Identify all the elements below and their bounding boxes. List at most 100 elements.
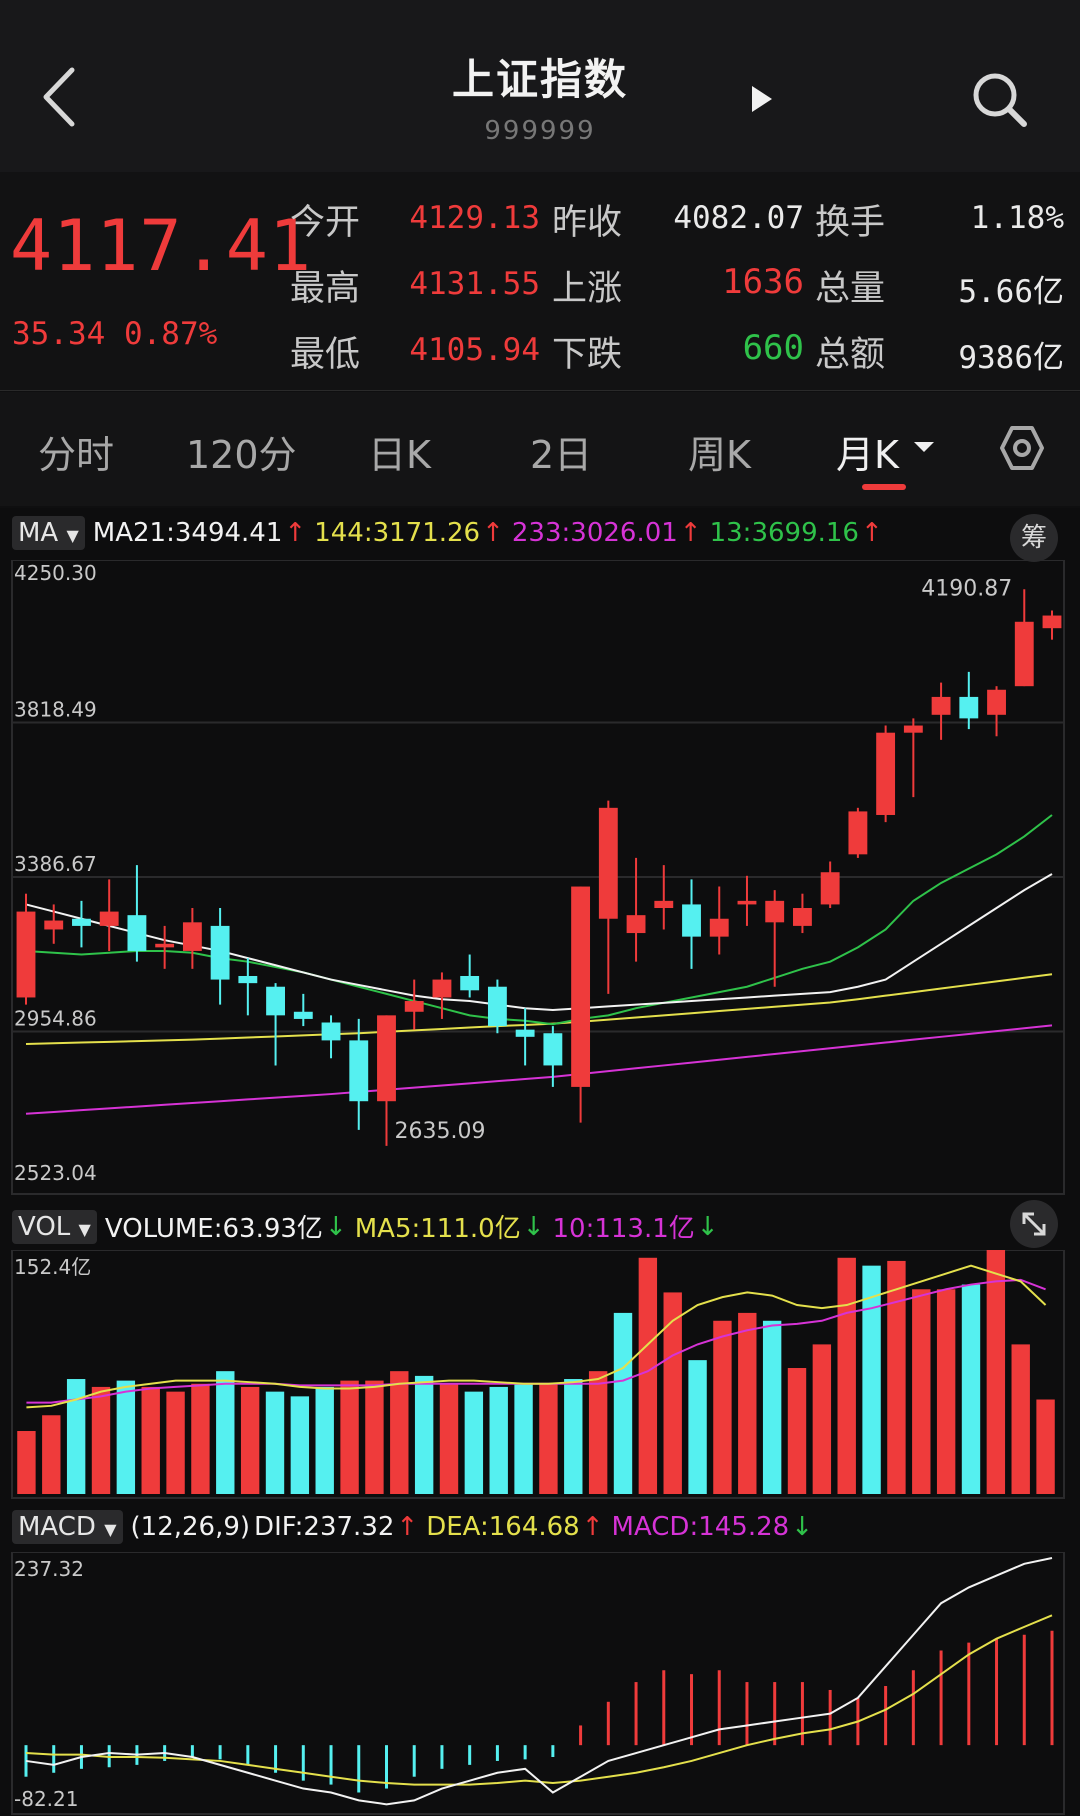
legend-vol-ma10: 10:113.1亿 bbox=[552, 1214, 695, 1244]
tab-daily[interactable]: 日K bbox=[368, 433, 431, 477]
tab-2day[interactable]: 2日 bbox=[530, 433, 593, 477]
candle-body bbox=[931, 696, 951, 715]
stock-code: 999999 bbox=[484, 116, 596, 146]
candle-body bbox=[709, 918, 729, 937]
candle-body bbox=[1014, 621, 1034, 687]
volume-bar bbox=[539, 1383, 558, 1494]
legend-dea: DEA:164.68 bbox=[426, 1512, 580, 1542]
play-icon[interactable] bbox=[752, 86, 772, 112]
price-axis-label: 3818.49 bbox=[14, 697, 97, 721]
price-axis-label: 2954.86 bbox=[14, 1006, 97, 1030]
candlestick-chart[interactable]: 4250.30 3818.49 3386.67 2954.86 2523.04 4190.… bbox=[0, 560, 1080, 1196]
candle-body bbox=[737, 900, 757, 905]
volume-bar bbox=[365, 1380, 384, 1494]
legend-ma21: MA21:3494.41 bbox=[92, 518, 283, 548]
volume-bar bbox=[936, 1289, 956, 1494]
expand-icon[interactable] bbox=[1010, 1200, 1058, 1248]
legend-ma233-up-icon: ↑ bbox=[679, 518, 702, 548]
volume-bar bbox=[588, 1371, 608, 1494]
chart-area bbox=[0, 508, 1080, 1816]
label-high: 最高 bbox=[290, 269, 361, 309]
candle-body bbox=[349, 1040, 369, 1102]
candle-body bbox=[876, 732, 896, 815]
chip-distribution-button[interactable]: 筹 bbox=[1010, 514, 1058, 562]
volume-bar bbox=[464, 1391, 484, 1494]
candle-body bbox=[460, 975, 480, 991]
tab-120min[interactable]: 120分 bbox=[186, 433, 297, 477]
ma-indicator-selector[interactable]: MA ▼ bbox=[12, 516, 85, 550]
volume-bar bbox=[439, 1383, 459, 1494]
volume-bar bbox=[738, 1312, 757, 1494]
volume-chart[interactable]: 152.4亿 bbox=[0, 1250, 1080, 1500]
label-total-volume: 总量 bbox=[815, 269, 886, 309]
volume-bar bbox=[514, 1383, 533, 1494]
legend-volume-down-icon: ↓ bbox=[324, 1211, 347, 1242]
candle-body bbox=[598, 807, 618, 919]
last-price: 4117.41 bbox=[10, 205, 313, 287]
volume-bar bbox=[390, 1371, 409, 1494]
volume-bar bbox=[414, 1375, 434, 1494]
macd-chevron-down-icon: ▼ bbox=[104, 1520, 117, 1539]
high-price-annotation: 4190.87 bbox=[921, 576, 1012, 601]
candle-body bbox=[515, 1029, 535, 1037]
candle-body bbox=[99, 911, 119, 926]
low-price-annotation: 2635.09 bbox=[394, 1119, 485, 1144]
volume-bar bbox=[240, 1386, 260, 1494]
candle-body bbox=[266, 986, 285, 1016]
candle-body bbox=[654, 900, 674, 909]
tab-dropdown-icon[interactable] bbox=[914, 442, 934, 452]
volume-bar bbox=[688, 1360, 707, 1494]
legend-dif: DIF:237.32 bbox=[254, 1512, 395, 1542]
candle-body bbox=[571, 886, 591, 1087]
candle-body bbox=[377, 1015, 396, 1102]
candle-body bbox=[682, 904, 701, 937]
price-axis-label: 4250.30 bbox=[14, 561, 97, 585]
candle-body bbox=[293, 1011, 313, 1019]
price-axis-label: 3386.67 bbox=[14, 852, 97, 876]
volume-bar bbox=[1036, 1399, 1055, 1494]
ma-selector-label: MA bbox=[18, 518, 59, 548]
candle-body bbox=[626, 915, 646, 934]
volume-bar bbox=[638, 1257, 658, 1494]
volume-bar bbox=[216, 1371, 235, 1494]
legend-macd-down-icon: ↓ bbox=[791, 1512, 813, 1542]
legend-ma13: 13:3699.16 bbox=[709, 518, 859, 548]
vol-indicator-selector[interactable]: VOL ▼ bbox=[12, 1209, 97, 1244]
macd-indicator-selector[interactable]: MACD ▼ bbox=[12, 1510, 123, 1544]
legend-vol-ma5-down-icon: ↓ bbox=[522, 1211, 545, 1242]
vol-chevron-down-icon: ▼ bbox=[78, 1219, 91, 1239]
ma-line-233 bbox=[25, 1024, 1053, 1115]
search-icon[interactable] bbox=[970, 70, 1030, 130]
volume-bar bbox=[1011, 1344, 1030, 1494]
tab-weekly[interactable]: 周K bbox=[688, 433, 751, 477]
legend-ma13-up-icon: ↑ bbox=[860, 518, 883, 548]
volume-bar bbox=[116, 1380, 136, 1494]
ma-line-13 bbox=[25, 814, 1053, 1026]
back-arrow-icon[interactable] bbox=[40, 62, 80, 132]
label-advancers: 上涨 bbox=[552, 269, 623, 309]
ma-chevron-down-icon: ▼ bbox=[66, 526, 79, 545]
legend-macd: MACD:145.28 bbox=[611, 1512, 790, 1542]
value-low: 4105.94 bbox=[409, 332, 540, 368]
price-change: 35.34 0.87% bbox=[12, 316, 218, 352]
candle-body bbox=[404, 1001, 424, 1012]
value-prev-close: 4082.07 bbox=[673, 200, 804, 236]
candle-body bbox=[182, 922, 202, 951]
volume-bar bbox=[91, 1386, 111, 1494]
volume-bar bbox=[862, 1265, 881, 1494]
candle-body bbox=[903, 725, 923, 733]
settings-icon[interactable] bbox=[998, 424, 1046, 472]
candle-body bbox=[238, 975, 258, 984]
tab-monthly[interactable]: 月K bbox=[836, 433, 899, 477]
volume-bar bbox=[837, 1257, 856, 1494]
tab-intraday[interactable]: 分时 bbox=[38, 433, 115, 477]
macd-axis-bottom-label: -82.21 bbox=[14, 1787, 78, 1811]
dea-line bbox=[25, 1614, 1053, 1786]
vol-selector-label: VOL bbox=[18, 1211, 71, 1242]
macd-chart[interactable]: 237.32 -82.21 bbox=[0, 1552, 1080, 1816]
volume-bar bbox=[986, 1250, 1006, 1494]
volume-ma5-line bbox=[26, 1264, 1047, 1409]
label-open: 今开 bbox=[290, 203, 361, 243]
candle-body bbox=[793, 908, 812, 926]
label-low: 最低 bbox=[290, 335, 361, 375]
